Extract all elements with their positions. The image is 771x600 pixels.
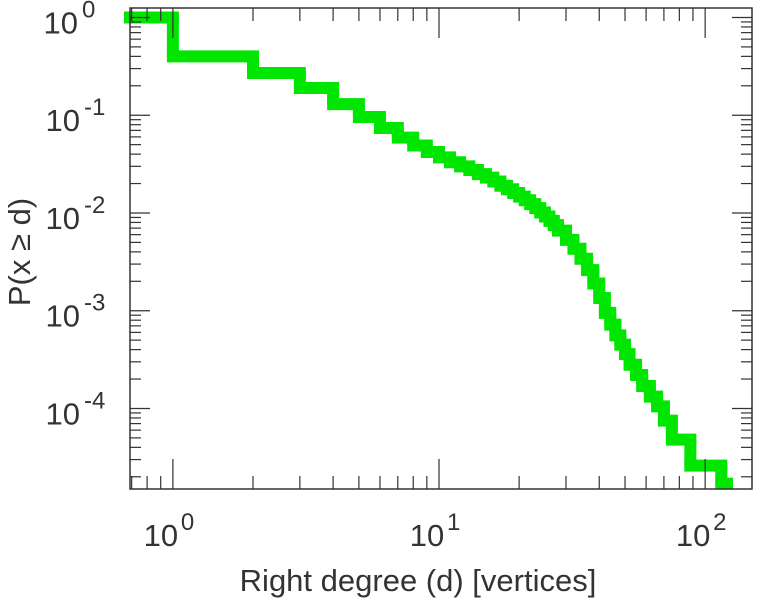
y-axis-label: P(x ≥ d): [2, 198, 37, 306]
y-tick-exponent: -3: [84, 290, 105, 317]
y-tick-label: 10: [46, 396, 80, 431]
y-tick-label: 10: [44, 5, 78, 40]
series-0: [124, 11, 733, 490]
x-tick-exponent: 1: [447, 509, 460, 536]
axis-ticks: [130, 8, 752, 489]
plot-series: [124, 11, 733, 490]
x-tick-label: 10: [144, 518, 178, 553]
x-tick-exponent: 0: [181, 509, 194, 536]
y-tick-exponent: -2: [84, 192, 105, 219]
y-tick-exponent: -1: [84, 94, 105, 121]
y-tick-exponent: -4: [84, 387, 105, 414]
y-tick-label: 10: [46, 201, 80, 236]
y-tick-exponent: 0: [82, 0, 95, 23]
plot-frame: [129, 7, 753, 490]
x-tick-label: 10: [676, 518, 710, 553]
y-tick-label: 10: [46, 299, 80, 334]
y-tick-label: 10: [46, 103, 80, 138]
x-tick-label: 10: [410, 518, 444, 553]
x-axis-label: Right degree (d) [vertices]: [240, 563, 597, 598]
tick-labels: 10 0 10 1 10 210 010 -110 -210 -310 -4: [44, 0, 727, 553]
x-tick-exponent: 2: [713, 509, 726, 536]
